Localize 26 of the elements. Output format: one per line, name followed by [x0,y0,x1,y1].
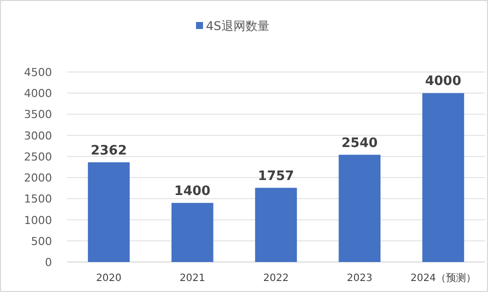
bar [88,162,130,262]
y-tick-label: 1500 [24,192,52,206]
y-tick-label: 3000 [24,129,52,142]
y-tick-label: 2000 [24,172,52,185]
data-label: 4000 [425,74,462,90]
y-tick-label: 1000 [24,214,52,227]
x-tick-label: 2024（预测） [410,272,476,284]
data-label: 1400 [174,184,210,199]
x-tick-label: 2022 [263,273,289,284]
y-tick-label: 4500 [24,66,52,79]
data-label: 1757 [258,168,294,184]
x-tick-label: 2021 [180,273,206,284]
y-tick-label: 2500 [24,150,52,164]
bar [255,188,297,262]
bar [422,93,464,262]
y-tick-label: 3500 [24,108,52,122]
y-tick-label: 500 [31,234,52,248]
data-label: 2540 [342,136,378,151]
data-label: 2362 [90,143,127,158]
bar [338,154,380,262]
bar [172,202,214,262]
x-tick-label: 2020 [96,273,122,284]
x-tick-label: 2023 [346,273,372,284]
y-tick-label: 4000 [24,87,52,100]
legend-label: 4S退网数量 [206,19,270,33]
y-tick-label: 0 [45,256,52,269]
